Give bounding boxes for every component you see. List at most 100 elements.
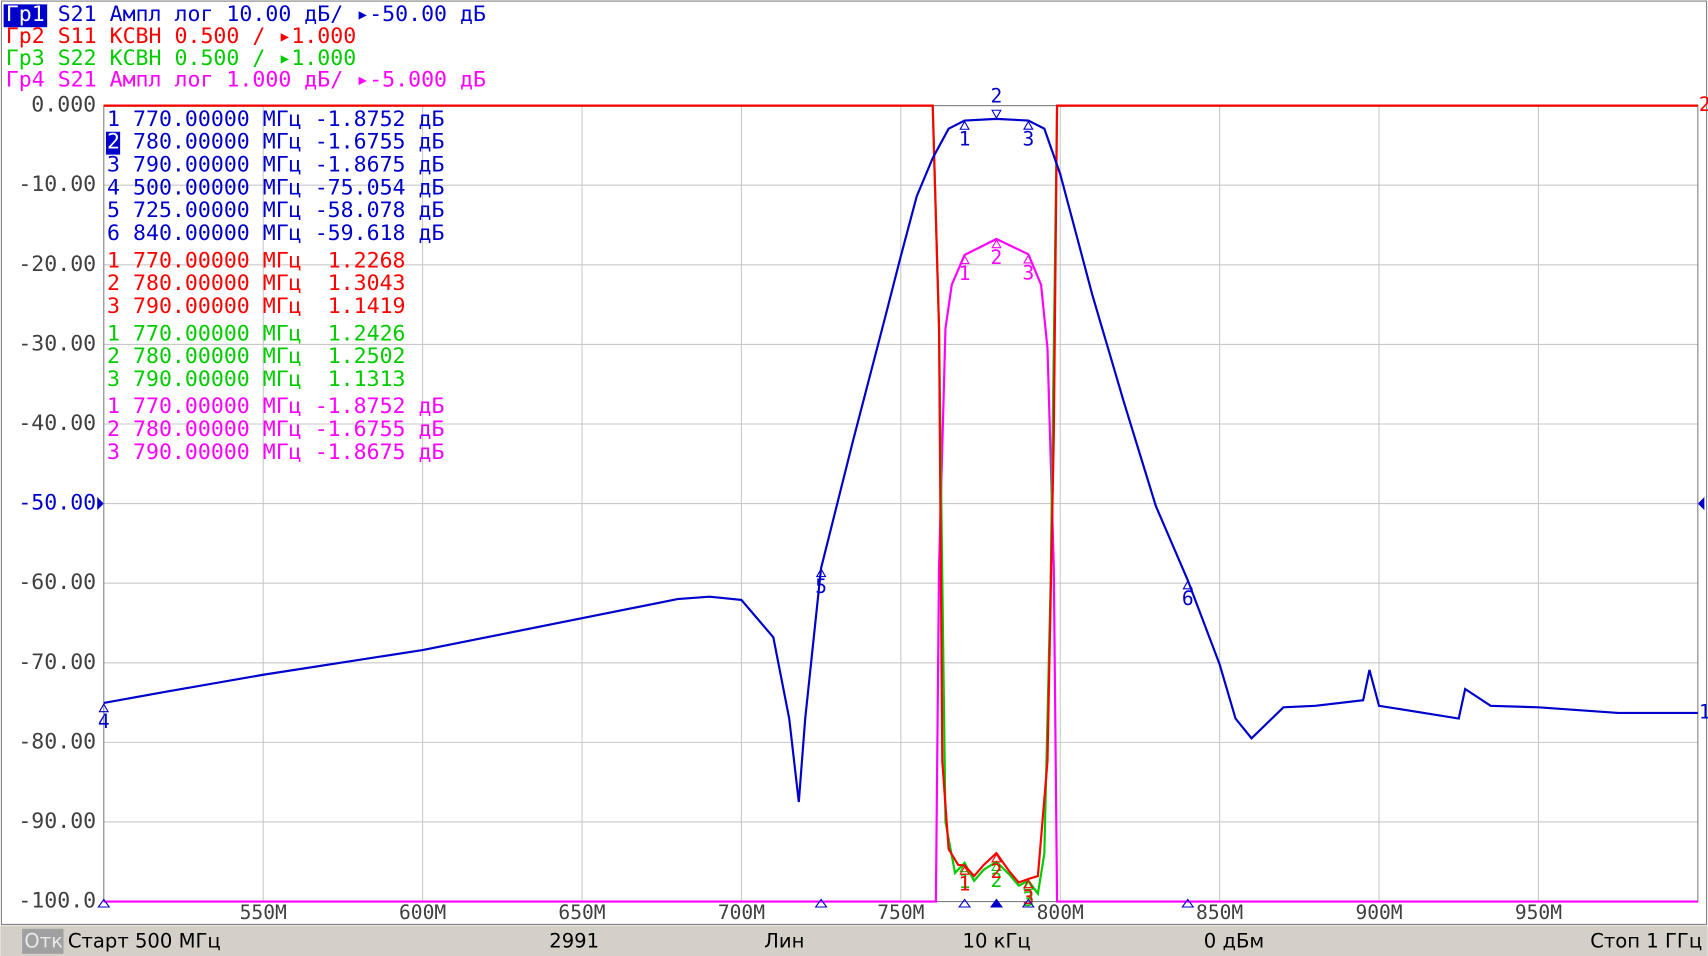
x-tick-label: 900M: [1355, 901, 1402, 924]
y-tick-label: -90.00: [18, 809, 96, 834]
marker-number: 2: [991, 246, 1003, 269]
marker-row: 3 790.00000 МГц -1.8675 дБ: [107, 153, 444, 178]
marker-id: 2: [107, 417, 120, 442]
marker-freq: 770.00000 МГц: [133, 321, 302, 346]
screen-frame: [0, 0, 1708, 925]
trace-line: [103, 237, 1698, 903]
y-tick-label: -70.00: [18, 650, 96, 675]
trace-ref: ▸1.000: [278, 46, 356, 71]
y-tick-label: -40.00: [18, 411, 96, 436]
trace-scale: 1.000 дБ/: [226, 68, 343, 93]
y-tick-label: -30.00: [18, 331, 96, 356]
marker-number: 1: [959, 870, 971, 893]
status-state: Отк: [24, 929, 63, 952]
marker-row: 1 770.00000 МГц 1.2426: [107, 321, 405, 346]
status-power: 0 дБм: [1204, 929, 1264, 952]
stimulus-pointer: [1181, 898, 1195, 908]
marker-id: 2: [107, 271, 120, 296]
marker-row: 3 790.00000 МГц 1.1313: [107, 367, 405, 392]
marker-freq: 780.00000 МГц: [133, 271, 302, 296]
trace-name: S11: [58, 24, 97, 49]
x-tick-label: 800M: [1037, 901, 1084, 924]
marker-freq: 780.00000 МГц: [133, 417, 302, 442]
marker-row: 2 780.00000 МГц 1.2502: [107, 344, 405, 369]
status-sweep: Лин: [764, 929, 804, 952]
marker-number: 2: [991, 860, 1003, 883]
marker-row: 1 770.00000 МГц -1.8752 дБ: [107, 394, 444, 419]
marker-triangle: [1023, 254, 1034, 264]
marker-value: -1.8752 дБ: [315, 107, 445, 132]
y-tick-label: -20.00: [18, 252, 96, 277]
marker-id: 3: [107, 153, 120, 178]
trace-scale: 0.500 /: [175, 46, 266, 71]
marker-row: 3 790.00000 МГц -1.8675 дБ: [107, 440, 444, 465]
y-tick-label: -10.00: [18, 172, 96, 197]
marker-triangle: [991, 109, 1002, 119]
ref-pointer: [1697, 497, 1705, 511]
x-tick-label: 700M: [718, 901, 765, 924]
marker-row: 2 780.00000 МГц 1.3043: [107, 271, 405, 296]
marker-value: -1.8675 дБ: [315, 153, 445, 178]
stimulus-pointer: [989, 898, 1003, 908]
stimulus-pointer: [958, 898, 972, 908]
marker-value: -1.8752 дБ: [315, 394, 445, 419]
marker-freq: 840.00000 МГц: [133, 221, 302, 246]
marker-triangle: [1023, 880, 1034, 890]
marker-triangle: [1023, 120, 1034, 130]
marker-freq: 790.00000 МГц: [133, 153, 302, 178]
marker-id: 1: [107, 321, 120, 346]
y-tick-label: 0.000: [31, 93, 96, 118]
trace-tag: 1: [1699, 700, 1708, 723]
trace-id: Гр3: [6, 46, 45, 71]
marker-value: 1.2426: [328, 321, 406, 346]
marker-value: -1.8675 дБ: [315, 440, 445, 465]
status-bar: [0, 925, 1708, 956]
trace-id: Гр4: [6, 68, 45, 93]
marker-id: 1: [107, 394, 120, 419]
trace-format: Ампл лог: [110, 68, 214, 93]
marker-freq: 780.00000 МГц: [133, 344, 302, 369]
marker-triangle: [959, 254, 970, 265]
x-tick-label: 850M: [1196, 901, 1243, 924]
trace-format: Ампл лог: [110, 2, 214, 27]
status-points: 2991: [549, 929, 599, 952]
x-tick-label: 750M: [877, 901, 924, 924]
marker-value: 1.2268: [328, 248, 406, 273]
marker-id: 3: [107, 440, 120, 465]
x-tick-label: 650M: [558, 901, 605, 924]
state-box: [22, 928, 64, 954]
marker-freq: 770.00000 МГц: [133, 248, 302, 273]
marker-value: -59.618 дБ: [315, 221, 445, 246]
x-tick-label: 550M: [240, 901, 287, 924]
marker-row: 4 500.00000 МГц -75.054 дБ: [107, 175, 444, 200]
marker-id: 3: [107, 294, 120, 319]
marker-id: 1: [107, 107, 120, 132]
trace-ref: ▸-50.00 дБ: [356, 2, 486, 27]
marker-freq: 790.00000 МГц: [133, 440, 302, 465]
trace-ref: ▸1.000: [278, 24, 356, 49]
marker-freq: 770.00000 МГц: [133, 107, 302, 132]
marker-triangle: [959, 865, 970, 875]
marker-id: 2: [107, 130, 120, 155]
y-tick-label: -100.0: [18, 889, 96, 914]
marker-number: 3: [1022, 128, 1034, 151]
trace-format: КСВН: [110, 46, 162, 71]
marker-id: 3: [107, 367, 120, 392]
marker-number: 1: [959, 128, 971, 151]
stimulus-pointer: [1021, 898, 1035, 908]
marker-triangle: [991, 861, 1002, 871]
trace-header: Гр3 S22 КСВН 0.500 / ▸1.000: [6, 46, 356, 71]
marker-freq: 770.00000 МГц: [133, 394, 302, 419]
trace-name: S21: [58, 2, 97, 27]
marker-row: 2 780.00000 МГц -1.6755 дБ: [107, 417, 444, 442]
trace-name: S21: [58, 68, 97, 93]
trace-header: Гр2 S11 КСВН 0.500 / ▸1.000: [6, 24, 356, 49]
marker-freq: 725.00000 МГц: [133, 198, 302, 223]
y-tick-label: -50.00: [18, 491, 96, 516]
marker-freq: 790.00000 МГц: [133, 294, 302, 319]
marker-row: 2 780.00000 МГц -1.6755 дБ: [107, 130, 444, 155]
marker-number: 1: [959, 262, 971, 285]
marker-freq: 790.00000 МГц: [133, 367, 302, 392]
status-start: Старт 500 МГц: [68, 929, 221, 952]
